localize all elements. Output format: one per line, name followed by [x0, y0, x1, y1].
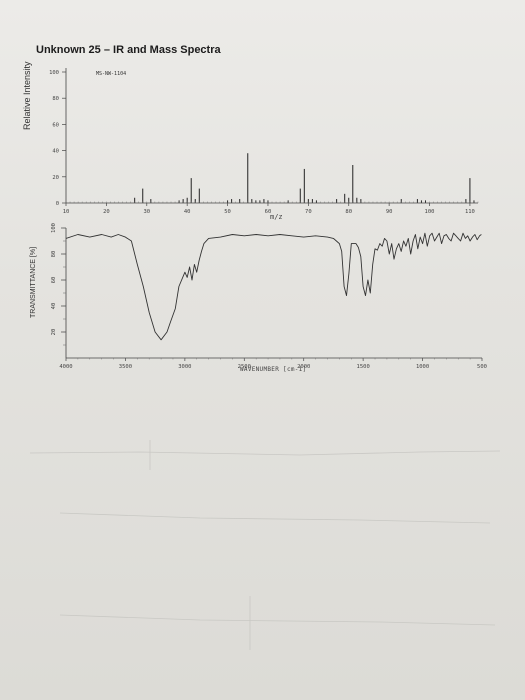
ms-x-tick-label: 110 — [465, 209, 475, 215]
ir-x-tick-label: 1000 — [416, 364, 429, 370]
ms-x-tick-label: 70 — [305, 209, 312, 215]
ir-y-tick-label: 60 — [51, 277, 57, 284]
ir-spectrum-y-axis-label: TRANSMITTANCE [%] — [30, 246, 37, 318]
ir-x-tick-label: 1500 — [357, 364, 370, 370]
mass-spectrum-x-axis-label: m/z — [270, 213, 283, 221]
ir-spectrum-x-axis-label: WAVENUMBER [cm-1] — [240, 366, 307, 373]
ir-y-tick-label: 100 — [51, 223, 57, 233]
ms-y-tick-label: 0 — [56, 201, 59, 207]
ir-transmittance-line — [65, 232, 482, 341]
ir-x-tick-label: 4000 — [59, 364, 72, 370]
mass-spectrum-chart: 0 20 40 60 80 100 10 20 30 40 50 60 70 80 90 100 110 — [49, 68, 479, 215]
ms-y-tick-label: 60 — [52, 122, 59, 128]
ms-y-tick-label: 80 — [52, 96, 59, 102]
ms-x-tick-label: 10 — [63, 209, 70, 215]
ms-x-tick-label: 90 — [386, 209, 393, 215]
ms-x-tick-label: 40 — [184, 209, 191, 215]
ms-x-tick-label: 60 — [265, 209, 272, 215]
ir-y-tick-label: 40 — [51, 303, 57, 310]
ir-spectrum-chart: 20 40 60 80 100 4000 3500 3000 2500 2000 1500 1000 5… — [51, 223, 487, 370]
mass-spectrum-y-axis-label: Relative Intensity — [22, 61, 32, 130]
ir-y-tick-label: 20 — [51, 329, 57, 336]
ir-x-tick-label: 2000 — [297, 364, 310, 370]
mass-spectrum-code: MS-NW-1104 — [96, 71, 127, 77]
ms-x-tick-label: 20 — [103, 209, 110, 215]
page-title: Unknown 25 – IR and Mass Spectra — [36, 44, 221, 56]
ir-x-tick-label: 500 — [477, 364, 487, 370]
ms-x-tick-label: 30 — [143, 209, 150, 215]
ir-x-tick-label: 2500 — [238, 364, 251, 370]
ms-y-tick-label: 40 — [52, 149, 59, 155]
ir-x-tick-label: 3000 — [178, 364, 191, 370]
ms-y-tick-label: 20 — [52, 175, 59, 181]
ms-x-tick-label: 100 — [425, 209, 435, 215]
ir-y-tick-label: 80 — [51, 251, 57, 258]
ir-x-tick-label: 3500 — [119, 364, 132, 370]
ms-y-tick-label: 100 — [49, 70, 59, 76]
ms-x-tick-label: 80 — [345, 209, 352, 215]
ms-x-tick-label: 50 — [224, 209, 231, 215]
